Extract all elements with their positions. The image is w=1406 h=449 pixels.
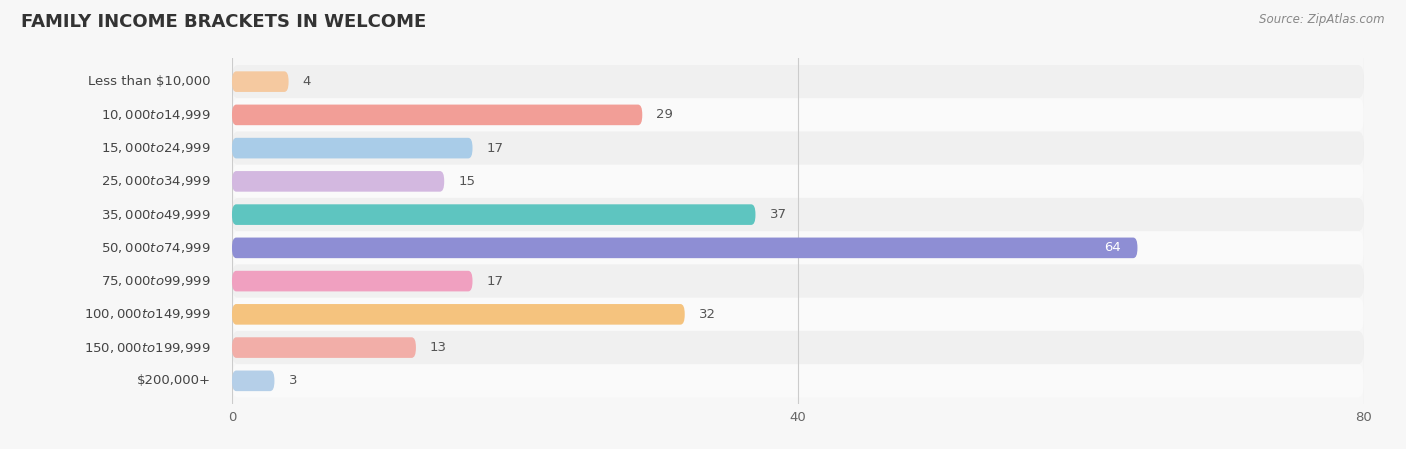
Text: $25,000 to $34,999: $25,000 to $34,999 [101, 174, 211, 189]
Text: $100,000 to $149,999: $100,000 to $149,999 [84, 308, 211, 321]
FancyBboxPatch shape [232, 105, 643, 125]
FancyBboxPatch shape [232, 298, 1364, 331]
FancyBboxPatch shape [232, 138, 472, 158]
Text: 32: 32 [699, 308, 716, 321]
FancyBboxPatch shape [232, 198, 1364, 231]
Text: 15: 15 [458, 175, 475, 188]
FancyBboxPatch shape [232, 337, 416, 358]
FancyBboxPatch shape [232, 65, 1364, 98]
Text: $50,000 to $74,999: $50,000 to $74,999 [101, 241, 211, 255]
FancyBboxPatch shape [232, 132, 1364, 165]
Text: $200,000+: $200,000+ [136, 374, 211, 387]
FancyBboxPatch shape [232, 331, 1364, 364]
Text: $150,000 to $199,999: $150,000 to $199,999 [84, 341, 211, 355]
FancyBboxPatch shape [232, 204, 755, 225]
Text: $15,000 to $24,999: $15,000 to $24,999 [101, 141, 211, 155]
Text: $35,000 to $49,999: $35,000 to $49,999 [101, 207, 211, 222]
Text: 29: 29 [657, 108, 673, 121]
Text: 17: 17 [486, 275, 503, 288]
FancyBboxPatch shape [232, 71, 288, 92]
FancyBboxPatch shape [232, 364, 1364, 397]
Text: 17: 17 [486, 141, 503, 154]
FancyBboxPatch shape [232, 165, 1364, 198]
FancyBboxPatch shape [232, 231, 1364, 264]
Text: 37: 37 [769, 208, 786, 221]
FancyBboxPatch shape [232, 304, 685, 325]
FancyBboxPatch shape [232, 98, 1364, 132]
Text: 64: 64 [1104, 242, 1121, 254]
Text: Source: ZipAtlas.com: Source: ZipAtlas.com [1260, 13, 1385, 26]
FancyBboxPatch shape [232, 370, 274, 391]
Text: 4: 4 [302, 75, 311, 88]
Text: $75,000 to $99,999: $75,000 to $99,999 [101, 274, 211, 288]
Text: 3: 3 [288, 374, 297, 387]
Text: FAMILY INCOME BRACKETS IN WELCOME: FAMILY INCOME BRACKETS IN WELCOME [21, 13, 426, 31]
Text: Less than $10,000: Less than $10,000 [89, 75, 211, 88]
Text: 13: 13 [430, 341, 447, 354]
FancyBboxPatch shape [232, 238, 1137, 258]
FancyBboxPatch shape [232, 271, 472, 291]
FancyBboxPatch shape [232, 171, 444, 192]
FancyBboxPatch shape [232, 264, 1364, 298]
Text: $10,000 to $14,999: $10,000 to $14,999 [101, 108, 211, 122]
